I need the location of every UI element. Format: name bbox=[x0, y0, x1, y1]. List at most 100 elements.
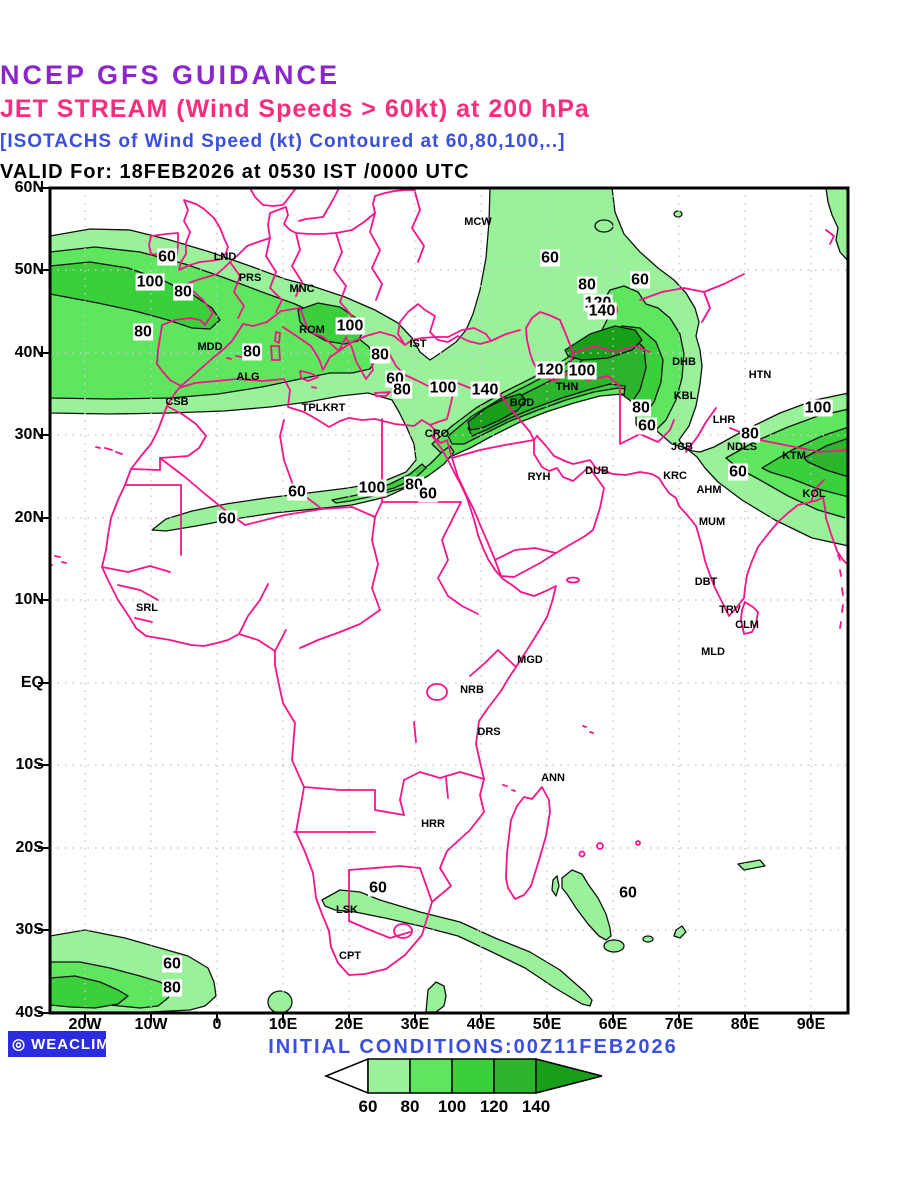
contour-label-80: 80 bbox=[392, 381, 412, 399]
city-label-BGD: BGD bbox=[509, 397, 535, 409]
y-axis-label-40N: 40N bbox=[14, 344, 44, 361]
contour-label-60: 60 bbox=[728, 463, 748, 481]
subtitle-isotachs: [ISOTACHS of Wind Speed (kt) Contoured a… bbox=[0, 131, 566, 152]
grid-lines bbox=[50, 188, 848, 1013]
city-label-KBL: KBL bbox=[673, 390, 697, 402]
contour-label-80: 80 bbox=[740, 425, 760, 443]
contour-label-100: 100 bbox=[335, 317, 365, 335]
city-label-MNC: MNC bbox=[289, 283, 315, 295]
contour-label-80: 80 bbox=[370, 346, 390, 364]
y-axis-label-10S: 10S bbox=[15, 756, 44, 773]
axis-ticks bbox=[38, 187, 812, 1023]
contour-label-80: 80 bbox=[577, 276, 597, 294]
copyright-circle-icon: ◎ bbox=[12, 1035, 27, 1053]
city-label-KRT: KRT bbox=[322, 402, 346, 414]
contour-label-60: 60 bbox=[630, 271, 650, 289]
contour-label-140: 140 bbox=[470, 381, 500, 399]
legend-colorbar bbox=[324, 1057, 603, 1095]
y-axis-label-20N: 20N bbox=[14, 509, 44, 526]
city-label-MUM: MUM bbox=[698, 516, 726, 528]
legend-value-80: 80 bbox=[400, 1097, 420, 1116]
city-label-AHM: AHM bbox=[696, 484, 722, 496]
city-label-DHB: DHB bbox=[672, 356, 696, 368]
legend-value-140: 140 bbox=[521, 1097, 551, 1116]
x-axis-label-70E: 70E bbox=[664, 1016, 694, 1033]
legend-box-120-140 bbox=[493, 1058, 537, 1094]
page-title: NCEP GFS GUIDANCE bbox=[0, 60, 341, 90]
city-label-CPT: CPT bbox=[339, 950, 361, 962]
legend-box-80-100 bbox=[409, 1058, 453, 1094]
y-axis-label-50N: 50N bbox=[14, 261, 44, 278]
y-axis-label-EQ: EQ bbox=[20, 674, 44, 691]
contour-label-80: 80 bbox=[173, 283, 193, 301]
city-label-MDD: MDD bbox=[197, 341, 223, 353]
contour-label-80: 80 bbox=[631, 399, 651, 417]
city-label-NRB: NRB bbox=[460, 684, 484, 696]
city-label-TPL: TPL bbox=[301, 402, 323, 414]
city-label-CRO: CRO bbox=[424, 428, 450, 440]
valid-time-line: VALID For: 18FEB2026 at 0530 IST /0000 U… bbox=[0, 161, 470, 183]
x-axis-label-30E: 30E bbox=[400, 1016, 430, 1033]
contour-label-100: 100 bbox=[357, 479, 387, 497]
city-label-TRV: TRV bbox=[719, 604, 741, 616]
initial-conditions-text: INITIAL CONDITIONS:00Z11FEB2026 bbox=[268, 1036, 678, 1058]
contour-label-80: 80 bbox=[133, 323, 153, 341]
legend-left-arrow bbox=[324, 1057, 369, 1095]
contour-label-60: 60 bbox=[368, 879, 388, 897]
contour-label-60: 60 bbox=[217, 510, 237, 528]
contour-label-60: 60 bbox=[157, 248, 177, 266]
contour-label-60: 60 bbox=[637, 417, 657, 435]
legend-value-60: 60 bbox=[358, 1097, 378, 1116]
x-axis-label-80E: 80E bbox=[730, 1016, 760, 1033]
y-axis-label-20S: 20S bbox=[15, 839, 44, 856]
city-label-DUB: DUB bbox=[585, 465, 609, 477]
city-label-ROM: ROM bbox=[299, 324, 325, 336]
x-axis-label-10E: 10E bbox=[268, 1016, 298, 1033]
weaclim-badge: ◎ WEACLIM bbox=[8, 1031, 109, 1057]
city-label-MGD: MGD bbox=[517, 654, 543, 666]
city-label-DRS: DRS bbox=[477, 726, 501, 738]
y-axis-label-30S: 30S bbox=[15, 921, 44, 938]
city-label-JCB: JCB bbox=[670, 441, 694, 453]
city-label-NDLS: NDLS bbox=[727, 441, 757, 453]
contour-label-140: 140 bbox=[587, 302, 617, 320]
city-label-RYH: RYH bbox=[527, 471, 551, 483]
x-axis-label-60E: 60E bbox=[598, 1016, 628, 1033]
contour-label-60: 60 bbox=[540, 249, 560, 267]
city-label-ALG: ALG bbox=[236, 371, 260, 383]
city-label-LND: LND bbox=[213, 251, 237, 263]
city-label-LSK: LSK bbox=[336, 904, 358, 916]
city-label-CLM: CLM bbox=[735, 619, 759, 631]
contour-label-60: 60 bbox=[418, 485, 438, 503]
contour-label-100: 100 bbox=[428, 379, 458, 397]
city-label-THN: THN bbox=[555, 381, 579, 393]
subtitle-jetstream: JET STREAM (Wind Speeds > 60kt) at 200 h… bbox=[0, 95, 590, 123]
contour-label-100: 100 bbox=[567, 362, 597, 380]
contour-label-60: 60 bbox=[618, 884, 638, 902]
coastline-layer bbox=[50, 188, 848, 976]
city-label-CSB: CSB bbox=[165, 396, 189, 408]
city-label-KTM: KTM bbox=[782, 450, 806, 462]
x-axis-label-20E: 20E bbox=[334, 1016, 364, 1033]
contour-label-100: 100 bbox=[803, 399, 833, 417]
city-label-ANN: ANN bbox=[541, 772, 565, 784]
legend-box-100-120 bbox=[451, 1058, 495, 1094]
city-label-MCW: MCW bbox=[464, 216, 492, 228]
x-axis-label-10W: 10W bbox=[134, 1016, 168, 1033]
contour-label-80: 80 bbox=[242, 343, 262, 361]
x-axis-label-50E: 50E bbox=[532, 1016, 562, 1033]
city-label-KRC: KRC bbox=[663, 470, 687, 482]
city-label-SRL: SRL bbox=[136, 602, 158, 614]
legend-value-120: 120 bbox=[479, 1097, 509, 1116]
legend-box-60-80 bbox=[367, 1058, 411, 1094]
city-label-HTN: HTN bbox=[748, 369, 772, 381]
y-axis-label-60N: 60N bbox=[14, 179, 44, 196]
weaclim-brand-text: WEACLIM bbox=[31, 1035, 110, 1053]
x-axis-label-40E: 40E bbox=[466, 1016, 496, 1033]
contour-label-120: 120 bbox=[535, 361, 565, 379]
city-label-HRR: HRR bbox=[421, 818, 445, 830]
x-axis-label-90E: 90E bbox=[796, 1016, 826, 1033]
legend-right-arrow bbox=[535, 1058, 603, 1094]
city-label-DBT: DBT bbox=[694, 576, 718, 588]
